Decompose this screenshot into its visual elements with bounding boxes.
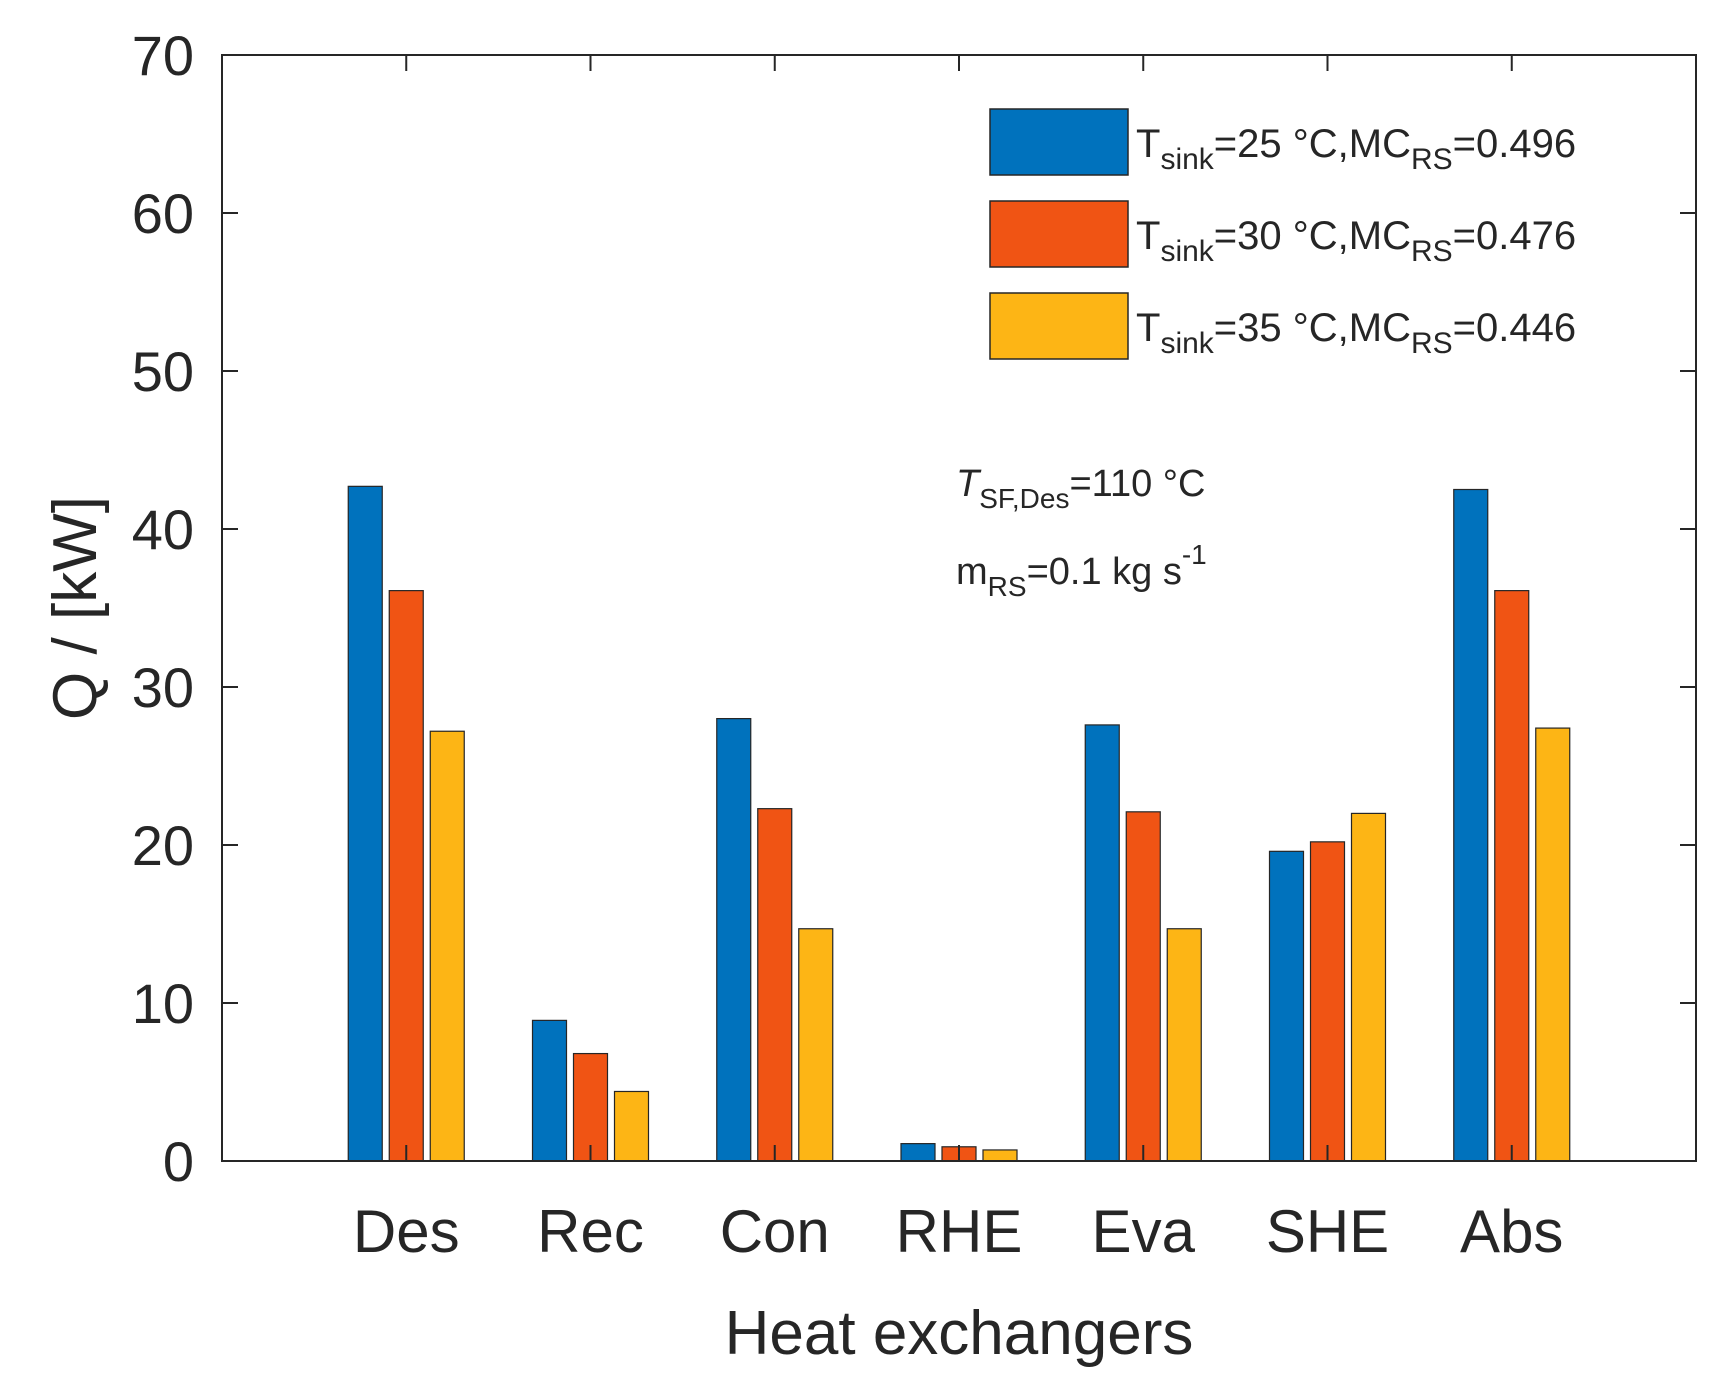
bar-eva-series-2 xyxy=(1166,928,1202,1162)
y-tick-label: 70 xyxy=(132,24,194,87)
y-tick-label: 20 xyxy=(132,814,194,877)
x-tick-label-des: Des xyxy=(353,1198,460,1265)
y-tick-label: 10 xyxy=(132,972,194,1035)
legend-entry-2: Tsink=35 °C,MCRS=0.446 xyxy=(1136,306,1576,360)
legend-entry-0: Tsink=25 °C,MCRS=0.496 xyxy=(1136,122,1576,176)
bar-con-series-1 xyxy=(757,808,793,1162)
bar-rec-series-1 xyxy=(572,1052,609,1162)
x-tick-label-rhe: RHE xyxy=(896,1198,1023,1265)
bar-abs-series-0 xyxy=(1453,488,1489,1162)
bars-group xyxy=(347,485,1571,1162)
plot-area xyxy=(222,55,1696,1161)
y-tick-label: 60 xyxy=(132,182,194,245)
y-axis: 0 10 20 30 40 50 60 70 xyxy=(132,24,1696,1193)
y-tick-label: 50 xyxy=(132,340,194,403)
bar-des-series-0 xyxy=(347,485,383,1162)
bar-abs-series-2 xyxy=(1535,727,1571,1162)
bar-eva-series-0 xyxy=(1084,724,1120,1162)
bar-con-series-2 xyxy=(798,928,834,1162)
bar-rhe-series-0 xyxy=(900,1143,936,1162)
y-tick-label: 40 xyxy=(132,498,194,561)
bar-des-series-1 xyxy=(388,590,424,1162)
bar-rec-series-2 xyxy=(613,1090,650,1162)
x-tick-label-eva: Eva xyxy=(1092,1198,1196,1265)
x-tick-label-abs: Abs xyxy=(1460,1198,1563,1265)
legend-entry-1: Tsink=30 °C,MCRS=0.476 xyxy=(1136,214,1576,268)
bar-abs-series-1 xyxy=(1494,590,1530,1162)
bar-she-series-2 xyxy=(1350,812,1387,1162)
legend-swatch-1 xyxy=(989,200,1129,268)
legend-swatch-0 xyxy=(989,108,1129,176)
bar-rhe-series-2 xyxy=(982,1149,1018,1162)
annotation-mass-flow: mRS=0.1 kg s-1 xyxy=(956,539,1207,602)
annotation-temperature: TSF,Des=110 °C xyxy=(956,463,1205,514)
bar-eva-series-1 xyxy=(1125,811,1161,1162)
legend-swatch-2 xyxy=(989,292,1129,360)
bar-she-series-1 xyxy=(1309,841,1346,1162)
x-tick-label-con: Con xyxy=(720,1198,830,1265)
bar-des-series-2 xyxy=(429,730,465,1162)
x-axis: Des Rec Con RHE Eva SHE Abs xyxy=(353,55,1563,1265)
y-tick-label: 0 xyxy=(163,1130,194,1193)
bar-rec-series-0 xyxy=(531,1019,568,1162)
x-tick-label-she: SHE xyxy=(1266,1198,1389,1265)
x-tick-label-rec: Rec xyxy=(537,1198,644,1265)
x-axis-title: Heat exchangers xyxy=(725,1299,1194,1368)
y-tick-label: 30 xyxy=(132,656,194,719)
bar-she-series-0 xyxy=(1268,850,1305,1162)
y-axis-title: Q / [kW] xyxy=(41,496,110,720)
bar-con-series-0 xyxy=(716,717,752,1162)
legend: Tsink=25 °C,MCRS=0.496 Tsink=30 °C,MCRS=… xyxy=(989,108,1576,360)
